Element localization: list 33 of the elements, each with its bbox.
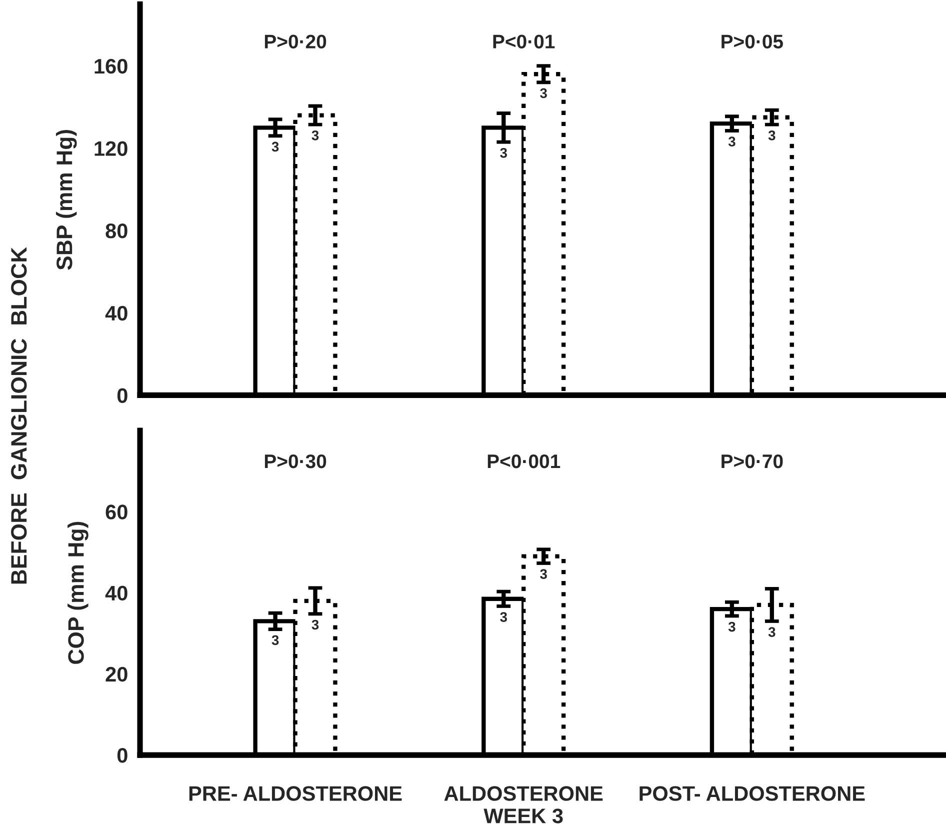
annotation: 3 [272, 142, 279, 152]
y-tick-label: 40 [105, 586, 128, 601]
annotation: 3 [540, 88, 547, 98]
annotation: 3 [768, 627, 776, 637]
y-axis-title: SBP (mm Hg) [56, 130, 77, 270]
annotation: 3 [728, 622, 736, 632]
y-axis-title: COP (mm Hg) [68, 522, 88, 664]
annotation: 3 [500, 612, 507, 622]
x-tick-label: ALDOSTERONE WEEK 3 [444, 786, 603, 824]
annotation: P>0·30 [264, 454, 326, 468]
y-tick-label: 160 [94, 58, 128, 74]
annotation: 3 [312, 620, 319, 630]
y-tick-label: 0 [117, 388, 128, 403]
annotation: P>0·05 [722, 34, 784, 48]
x-tick-label: PRE- ALDOSTERONE [189, 786, 402, 801]
annotation: 3 [540, 569, 547, 579]
y-tick-label: 120 [94, 141, 128, 156]
text: BEFORE GANGLIONIC BLOCK [11, 247, 27, 584]
y-tick-label: 0 [117, 748, 128, 763]
annotation: 3 [768, 130, 776, 140]
annotation: 3 [312, 130, 319, 140]
annotation: P>0·70 [722, 454, 783, 468]
annotation: P>0·20 [264, 34, 326, 48]
y-tick-label: 60 [106, 504, 128, 520]
annotation: 3 [500, 148, 507, 158]
y-tick-label: 20 [106, 666, 128, 682]
y-tick-label: 40 [105, 306, 128, 321]
annotation: 3 [728, 136, 736, 147]
annotation: P<0·01 [493, 34, 555, 48]
y-tick-label: 80 [106, 224, 128, 238]
x-tick-label: POST- ALDOSTERONE [640, 786, 865, 801]
annotation: P<0·001 [488, 454, 560, 468]
annotation: 3 [272, 635, 279, 646]
